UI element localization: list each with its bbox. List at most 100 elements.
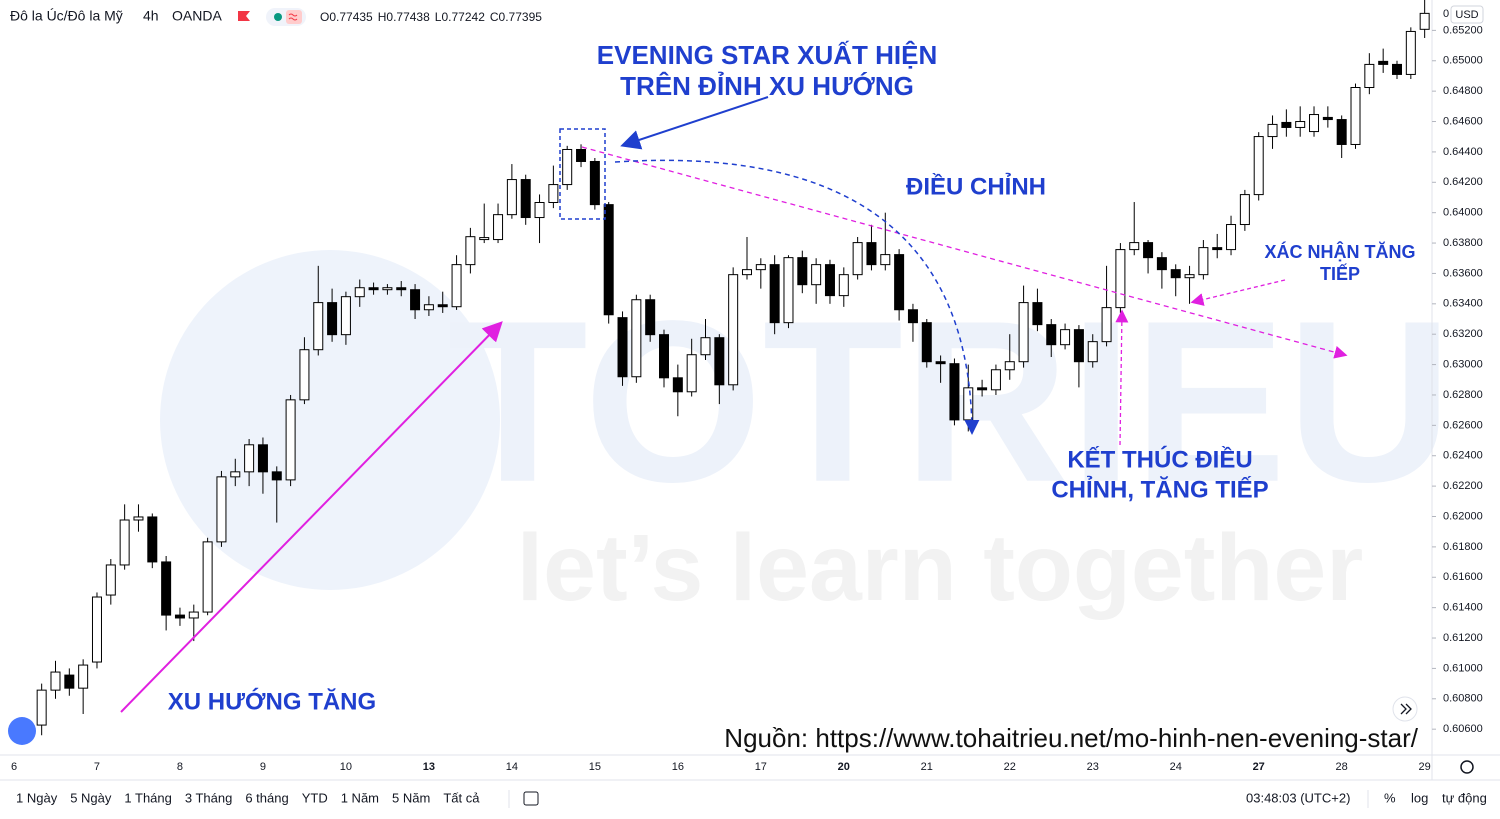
candle-body <box>824 264 835 297</box>
x-tick-label: 22 <box>1004 761 1016 773</box>
annotation: CHỈNH, TĂNG TIẾP <box>1051 474 1268 503</box>
ohlc-value: 0.77438 <box>386 10 430 24</box>
candle-body <box>119 519 130 566</box>
y-tick-label: 0.64200 <box>1443 176 1483 188</box>
candle-body <box>451 264 462 308</box>
auto-button[interactable]: tự động <box>1442 790 1487 805</box>
candle-body <box>1212 247 1223 251</box>
x-tick-label: 23 <box>1087 761 1099 773</box>
candle-body <box>1115 249 1126 309</box>
exchange: OANDA <box>172 8 222 24</box>
y-tick-label: 0.63000 <box>1443 358 1483 370</box>
candle-body <box>105 564 116 596</box>
candle-body <box>548 184 559 203</box>
candle-body <box>1156 257 1167 271</box>
candle-body <box>755 264 766 271</box>
candle-body <box>520 179 531 219</box>
candle-body <box>963 387 974 421</box>
settings-button[interactable] <box>1460 760 1474 774</box>
annotation: KẾT THÚC ĐIỀU <box>1067 445 1252 473</box>
ohlc-label: C <box>490 10 499 24</box>
watermark-slogan: let’s learn together <box>517 515 1363 621</box>
candle-body <box>935 361 946 365</box>
candle-body <box>811 264 822 286</box>
y-tick-label: 0.62600 <box>1443 419 1483 431</box>
x-tick-label: 20 <box>838 761 850 773</box>
candle-body <box>838 274 849 297</box>
range-button[interactable]: 6 tháng <box>245 790 288 805</box>
candle-body <box>506 179 517 216</box>
candle-body <box>1226 224 1237 251</box>
log-button[interactable]: log <box>1411 790 1428 805</box>
range-button[interactable]: 3 Tháng <box>185 790 232 805</box>
candle-body <box>576 148 587 162</box>
candle-body <box>78 664 89 689</box>
candle-body <box>645 299 656 336</box>
drawings <box>120 96 1348 713</box>
watermark-logo <box>160 250 500 590</box>
annotation: EVENING STAR XUẤT HIỆN <box>597 40 937 70</box>
candle-body <box>36 689 47 726</box>
scroll-button[interactable] <box>1392 696 1418 722</box>
y-tick-label: 0.63400 <box>1443 298 1483 310</box>
candle-body <box>230 471 241 478</box>
currency-box[interactable] <box>1450 5 1484 24</box>
candle-body <box>368 287 379 291</box>
candle-body <box>423 304 434 311</box>
candle-body <box>340 296 351 336</box>
candle-body <box>91 596 102 663</box>
percent-button[interactable]: % <box>1384 790 1396 805</box>
candle-body <box>1004 361 1015 371</box>
y-tick-label: 0.62000 <box>1443 510 1483 522</box>
candle-body <box>1239 194 1250 226</box>
ohlc-value: 0.77395 <box>499 10 543 24</box>
candle-body <box>894 254 905 311</box>
range-button[interactable]: 5 Ngày <box>70 790 112 805</box>
candle-body <box>161 561 172 616</box>
range-button[interactable]: 1 Năm <box>341 790 379 805</box>
range-button[interactable]: YTD <box>302 790 328 805</box>
candle-body <box>852 242 863 276</box>
range-button[interactable]: 1 Ngày <box>16 790 58 805</box>
range-button[interactable]: 1 Tháng <box>124 790 171 805</box>
y-tick-label: 0.64600 <box>1443 115 1483 127</box>
candle-body <box>589 160 600 206</box>
candle-body <box>174 614 185 619</box>
candle-body <box>479 237 490 241</box>
y-tick-label: 0.62800 <box>1443 389 1483 401</box>
candle-body <box>1073 329 1084 363</box>
y-tick-label: 0.61200 <box>1443 632 1483 644</box>
candle-body <box>147 516 158 563</box>
x-tick-label: 10 <box>340 761 352 773</box>
candle-body <box>534 201 545 219</box>
goto-date-button[interactable] <box>523 791 539 806</box>
candle-body <box>1309 114 1320 133</box>
candle-body <box>741 269 752 276</box>
range-button[interactable]: 5 Năm <box>392 790 430 805</box>
currency[interactable]: USD <box>1455 9 1478 21</box>
candle-body <box>1018 302 1029 363</box>
status-dot <box>274 13 282 21</box>
y-tick-label: 0.61400 <box>1443 602 1483 614</box>
watermark: TOTRIEU let’s learn together <box>160 250 1453 621</box>
y-tick-label: 0.65000 <box>1443 55 1483 67</box>
candle-body <box>1253 136 1264 196</box>
candle-body <box>603 204 614 316</box>
flag-icon <box>238 11 250 21</box>
ohlc-value: 0.77242 <box>441 10 485 24</box>
candle-body <box>354 287 365 298</box>
confirm-arrow <box>1190 279 1286 306</box>
candle-body <box>465 236 476 266</box>
y-tick-label: 0.65200 <box>1443 24 1483 36</box>
candle-body <box>313 302 324 351</box>
end-arrow <box>1115 309 1129 446</box>
ohlc-legend: O 0.77435 H 0.77438 L 0.77242 C 0.77395 <box>320 10 542 24</box>
logo[interactable] <box>8 717 36 745</box>
ohlc-label: L <box>435 10 442 24</box>
candle-body <box>1046 324 1057 346</box>
range-button[interactable]: Tất cả <box>443 790 480 805</box>
clock: 03:48:03 (UTC+2) <box>1246 790 1350 805</box>
last-price-label: 0 <box>1443 8 1449 20</box>
